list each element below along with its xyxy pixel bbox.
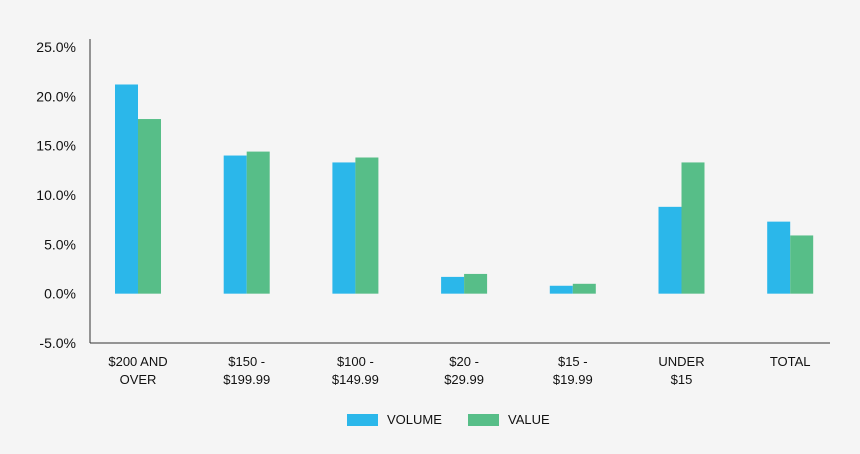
x-tick-labels: $200 AND OVER $150 - $199.99 $100 - $149.99 $2… — [108, 354, 810, 387]
bar-volume — [441, 276, 465, 294]
y-tick-label: 25.0% — [36, 39, 76, 55]
x-tick-label-line: OVER — [120, 372, 157, 387]
x-tick-label-line: $19.99 — [553, 372, 593, 387]
bar-volume — [549, 285, 573, 294]
x-tick-label: $20 - $29.99 — [444, 354, 484, 387]
y-tick-label: 15.0% — [36, 138, 76, 154]
x-tick-label: TOTAL — [770, 354, 811, 369]
x-tick-label: UNDER $15 — [658, 354, 704, 387]
bar-value — [572, 283, 596, 294]
x-tick-label-line: $29.99 — [444, 372, 484, 387]
bar-value — [138, 119, 161, 294]
x-tick-label-line: UNDER — [658, 354, 704, 369]
legend-swatch-value — [468, 414, 499, 426]
x-tick-label-line: TOTAL — [770, 354, 811, 369]
x-tick-label: $100 - $149.99 — [332, 354, 379, 387]
y-tick-labels: 25.0% 20.0% 15.0% 10.0% 5.0% 0.0% -5.0% — [36, 39, 76, 351]
legend-swatch-volume — [347, 414, 378, 426]
y-tick-label: -5.0% — [39, 335, 76, 351]
x-tick-label: $150 - $199.99 — [223, 354, 270, 387]
bar-value — [464, 273, 488, 294]
y-tick-label: 10.0% — [36, 187, 76, 203]
bar-volume — [658, 206, 682, 294]
bar-value — [681, 162, 705, 294]
bar-volume — [115, 84, 138, 294]
x-tick-label-line: $100 - — [337, 354, 374, 369]
legend-label-value: VALUE — [508, 412, 550, 427]
x-tick-label-line: $15 - — [558, 354, 588, 369]
legend-label-volume: VOLUME — [387, 412, 442, 427]
x-tick-label: $200 AND OVER — [108, 354, 167, 387]
axes — [89, 39, 830, 344]
bar-volume — [767, 221, 791, 294]
x-tick-label: $15 - $19.99 — [553, 354, 593, 387]
x-tick-label-line: $149.99 — [332, 372, 379, 387]
x-tick-label-line: $150 - — [228, 354, 265, 369]
x-tick-label-line: $15 — [671, 372, 693, 387]
y-tick-label: 0.0% — [44, 286, 76, 302]
legend: VOLUME VALUE — [347, 412, 550, 427]
bar-volume — [332, 162, 356, 294]
y-tick-label: 5.0% — [44, 236, 76, 252]
bars — [115, 84, 814, 294]
bar-volume — [223, 155, 247, 294]
bar-value — [355, 157, 379, 294]
bar-value — [790, 235, 814, 294]
x-tick-label-line: $199.99 — [223, 372, 270, 387]
x-tick-label-line: $200 AND — [108, 354, 167, 369]
bar-value — [246, 151, 270, 294]
y-tick-label: 20.0% — [36, 88, 76, 104]
x-tick-label-line: $20 - — [449, 354, 479, 369]
